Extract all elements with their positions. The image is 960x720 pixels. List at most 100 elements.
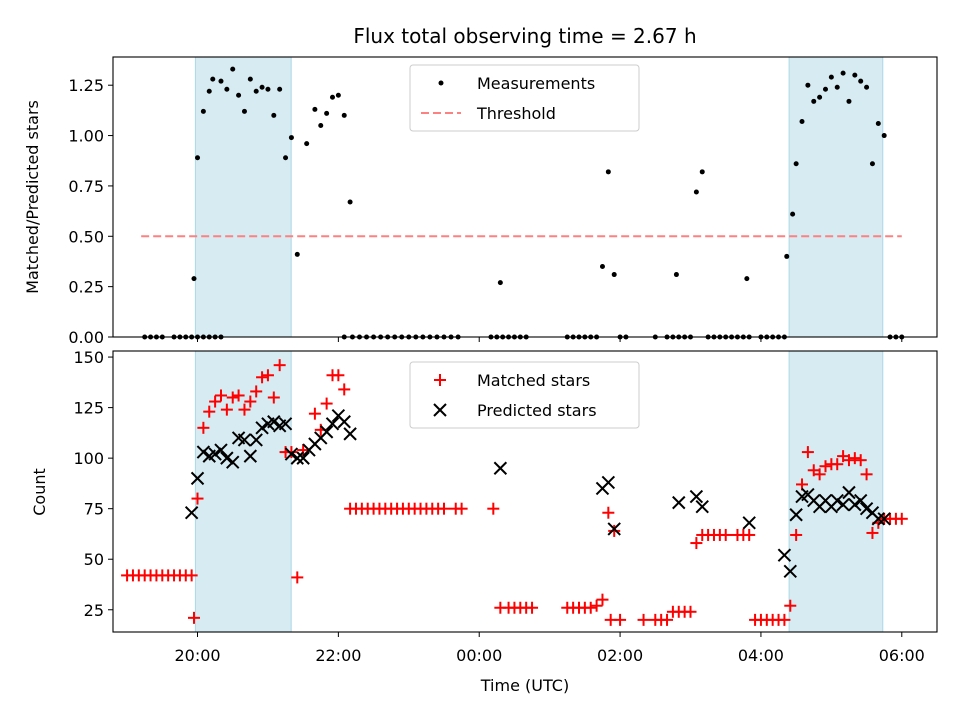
matched-star-point: [267, 391, 280, 404]
count-panel: 25 50 75 100 125 150 20:00 22:00 00:00 02:00 04:0…: [30, 348, 938, 695]
predicted-star-point: [237, 433, 252, 447]
matched-star-point: [860, 468, 873, 481]
predicted-star-point: [877, 512, 891, 526]
bottom-xtick-label: 04:00: [738, 646, 784, 665]
predicted-star-point: [190, 471, 205, 486]
predicted-star-point: [255, 421, 269, 435]
predicted-star-point: [267, 415, 281, 429]
bottom-ytick-label: 50: [84, 550, 104, 569]
predicted-star-point: [789, 508, 803, 522]
measurement-point: [790, 211, 796, 217]
measurement-point: [881, 133, 887, 139]
bottom-ytick-label: 150: [73, 348, 104, 367]
legend-matched-marker: [434, 374, 446, 386]
matched-star-point: [250, 385, 263, 398]
bottom-xtick-label: 02:00: [597, 646, 643, 665]
measurement-point: [611, 272, 617, 278]
bottom-legend-box: [409, 361, 640, 429]
matched-star-point: [848, 452, 861, 465]
legend-threshold-label: Threshold: [476, 104, 556, 123]
matched-star-point: [191, 492, 204, 505]
predicted-star-point: [777, 548, 792, 562]
predicted-star-point: [689, 489, 704, 504]
measurement-point: [805, 82, 811, 88]
top-ytick-label: 0.75: [68, 177, 104, 196]
top-measurement-points: [142, 66, 905, 340]
measurement-point: [599, 263, 605, 269]
matched-star-point: [637, 613, 650, 626]
matched-star-point: [778, 613, 791, 626]
measurement-point: [247, 76, 253, 82]
predicted-star-point: [783, 564, 797, 579]
top-ytick-label: 1.00: [68, 127, 104, 146]
matched-star-point: [256, 371, 269, 384]
measurement-point: [277, 86, 283, 92]
measurement-point: [834, 84, 840, 90]
top-legend: Measurements Threshold: [409, 64, 640, 132]
matched-star-point: [291, 571, 304, 584]
predicted-star-point: [214, 443, 228, 457]
legend-predicted-label: Predicted stars: [477, 401, 597, 420]
measurement-point: [693, 189, 699, 195]
predicted-star-point: [830, 493, 844, 508]
top-ytick-label: 0.00: [68, 328, 104, 347]
predicted-star-point: [842, 485, 856, 500]
bottom-legend: Matched stars Predicted stars: [409, 361, 640, 429]
measurement-point: [858, 78, 864, 84]
predicted-star-point: [836, 497, 850, 512]
matched-star-point: [831, 458, 844, 471]
figure-title: Flux total observing time = 2.67 h: [353, 24, 696, 48]
bottom-xtick-label: 06:00: [879, 646, 925, 665]
measurement-point: [811, 98, 817, 104]
bottom-xtick-label: 20:00: [174, 646, 220, 665]
predicted-star-point: [243, 449, 258, 463]
legend-measurements-label: Measurements: [477, 74, 595, 93]
measurement-point: [218, 78, 224, 84]
legend-measurements-marker: [438, 80, 444, 86]
measurement-point: [241, 108, 247, 114]
bottom-x-ticks: 20:00 22:00 00:00 02:00 04:00 06:00: [174, 632, 925, 665]
matched-star-point: [854, 454, 867, 467]
top-ytick-label: 0.50: [68, 227, 104, 246]
predicted-star-point: [848, 497, 862, 512]
measurement-point: [191, 276, 197, 282]
matched-star-point: [487, 502, 500, 515]
matched-star-point: [197, 421, 210, 434]
measurement-point: [210, 76, 216, 82]
bottom-ytick-label: 100: [73, 449, 104, 468]
measurement-point: [294, 251, 300, 257]
matched-star-point: [244, 395, 257, 408]
matched-star-point: [590, 599, 603, 612]
top-shaded-region-1: [194, 56, 292, 338]
measurement-point: [846, 98, 852, 104]
x-axis-label: Time (UTC): [480, 676, 569, 695]
bottom-shaded-region-1: [194, 350, 292, 633]
bottom-xtick-label: 00:00: [456, 646, 502, 665]
measurement-point: [236, 92, 242, 98]
bottom-ytick-label: 25: [84, 601, 104, 620]
measurement-point: [329, 94, 335, 100]
legend-matched-label: Matched stars: [477, 371, 590, 390]
bottom-xtick-label: 22:00: [315, 646, 361, 665]
measurement-point: [744, 276, 750, 282]
measurement-point: [265, 86, 271, 92]
measurement-point: [253, 88, 259, 94]
matched-star-point: [203, 405, 216, 418]
measurement-point: [224, 86, 230, 92]
matched-star-point: [813, 468, 826, 481]
predicted-star-point: [871, 512, 886, 526]
measurement-point: [497, 280, 503, 286]
matched-star-point: [526, 601, 539, 614]
measurement-point: [822, 86, 828, 92]
top-y-ticks: 0.00 0.25 0.50 0.75 1.00 1.25: [68, 76, 113, 347]
matched-star-point: [273, 359, 286, 372]
matched-star-point: [790, 528, 803, 541]
measurement-point: [784, 253, 790, 259]
top-y-axis-label: Matched/Predicted stars: [23, 100, 42, 294]
top-shaded-region-2: [788, 56, 884, 338]
top-x-ticks: [197, 337, 903, 342]
bottom-axes-frame: [112, 350, 938, 633]
measurement-point: [312, 106, 318, 112]
top-axes-frame: [112, 56, 938, 338]
